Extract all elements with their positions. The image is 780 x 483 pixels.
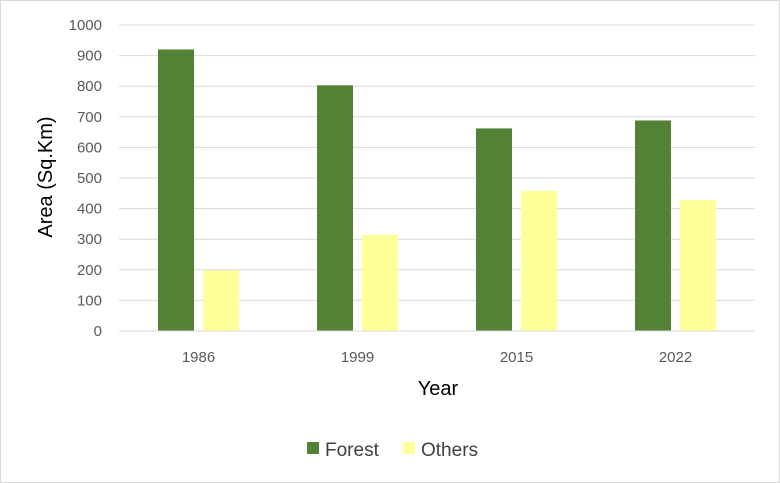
y-tick-label: 700 [77,109,102,126]
gridlines [119,24,755,301]
y-tick-label: 0 [94,323,102,340]
bar-forest-2015 [476,128,512,331]
x-axis-title: Year [418,378,459,400]
legend-label-others: Others [421,440,478,461]
bar-others-2022 [680,200,716,331]
y-tick-label: 200 [77,262,102,279]
y-tick-label: 100 [77,292,102,309]
bars [158,49,716,331]
bar-others-1986 [203,270,239,331]
y-tick-label: 600 [77,139,102,156]
x-axis-ticks: 1986 1999 2015 2022 [182,349,692,366]
bar-others-2015 [521,190,557,331]
legend-swatch-others [403,442,415,454]
x-tick-label: 2015 [500,349,533,366]
bar-forest-2022 [635,120,671,331]
y-axis-title: Area (Sq.Km) [35,116,57,237]
legend: Forest Others [307,440,478,461]
y-tick-label: 1000 [69,17,102,34]
legend-swatch-forest [307,442,319,454]
y-tick-label: 400 [77,201,102,218]
bar-others-1999 [362,234,398,331]
bar-forest-1999 [317,85,353,331]
bar-forest-1986 [158,49,194,331]
y-axis-ticks: 0 100 200 300 400 500 600 700 800 900 1000 [69,17,102,340]
legend-label-forest: Forest [325,440,380,461]
x-tick-label: 1986 [182,349,215,366]
y-tick-label: 500 [77,170,102,187]
y-tick-label: 300 [77,231,102,248]
x-tick-label: 2022 [659,349,692,366]
y-tick-label: 900 [77,48,102,65]
y-tick-label: 800 [77,78,102,95]
x-tick-label: 1999 [341,349,374,366]
